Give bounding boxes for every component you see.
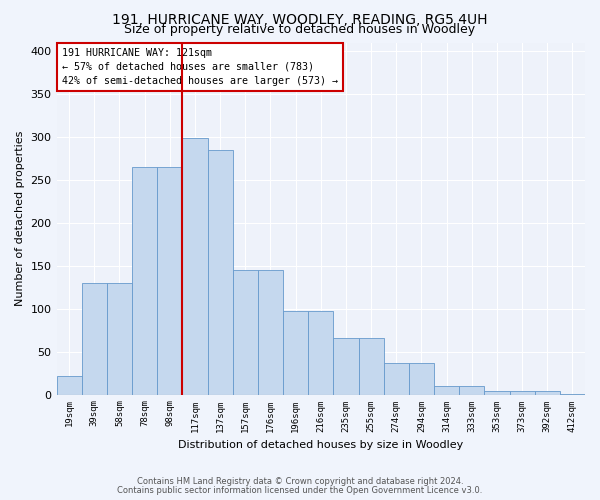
Bar [283, 312, 308, 394]
X-axis label: Distribution of detached houses by size in Woodley: Distribution of detached houses by size … [178, 440, 463, 450]
Y-axis label: Number of detached properties: Number of detached properties [15, 131, 25, 306]
Bar [434, 386, 459, 394]
Bar [359, 338, 383, 394]
Bar [334, 338, 359, 394]
Bar [509, 391, 535, 394]
Bar [484, 391, 509, 394]
Bar [157, 167, 182, 394]
Text: 191, HURRICANE WAY, WOODLEY, READING, RG5 4UH: 191, HURRICANE WAY, WOODLEY, READING, RG… [112, 12, 488, 26]
Bar [182, 138, 208, 394]
Text: Contains public sector information licensed under the Open Government Licence v3: Contains public sector information licen… [118, 486, 482, 495]
Bar [535, 391, 560, 394]
Bar [107, 283, 132, 395]
Text: Contains HM Land Registry data © Crown copyright and database right 2024.: Contains HM Land Registry data © Crown c… [137, 477, 463, 486]
Bar [82, 283, 107, 395]
Bar [132, 167, 157, 394]
Bar [459, 386, 484, 394]
Bar [383, 363, 409, 394]
Text: 191 HURRICANE WAY: 121sqm
← 57% of detached houses are smaller (783)
42% of semi: 191 HURRICANE WAY: 121sqm ← 57% of detac… [62, 48, 338, 86]
Bar [208, 150, 233, 394]
Bar [308, 312, 334, 394]
Text: Size of property relative to detached houses in Woodley: Size of property relative to detached ho… [124, 22, 476, 36]
Bar [233, 270, 258, 394]
Bar [258, 270, 283, 394]
Bar [56, 376, 82, 394]
Bar [409, 363, 434, 394]
